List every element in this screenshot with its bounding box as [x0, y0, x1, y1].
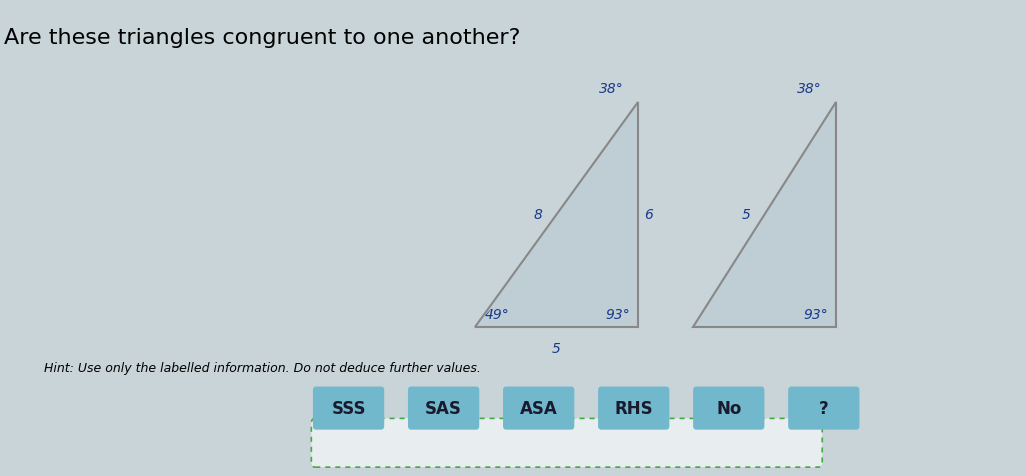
- Text: Hint: Use only the labelled information. Do not deduce further values.: Hint: Use only the labelled information.…: [44, 361, 480, 375]
- Polygon shape: [694, 102, 836, 327]
- Text: 93°: 93°: [605, 307, 630, 321]
- Text: ?: ?: [819, 399, 829, 417]
- Text: 5: 5: [741, 208, 750, 222]
- Text: No: No: [716, 399, 742, 417]
- FancyBboxPatch shape: [311, 418, 822, 467]
- FancyBboxPatch shape: [503, 387, 575, 430]
- Text: SAS: SAS: [425, 399, 462, 417]
- Text: ASA: ASA: [520, 399, 557, 417]
- Text: 38°: 38°: [598, 82, 624, 96]
- Text: 6: 6: [644, 208, 653, 222]
- Text: SSS: SSS: [331, 399, 366, 417]
- FancyBboxPatch shape: [313, 387, 384, 430]
- Text: Are these triangles congruent to one another?: Are these triangles congruent to one ano…: [4, 28, 520, 48]
- FancyBboxPatch shape: [408, 387, 479, 430]
- FancyBboxPatch shape: [694, 387, 764, 430]
- Text: 49°: 49°: [485, 307, 510, 321]
- Polygon shape: [475, 102, 638, 327]
- Text: 93°: 93°: [803, 307, 828, 321]
- Text: 5: 5: [552, 341, 561, 355]
- FancyBboxPatch shape: [598, 387, 669, 430]
- Text: 8: 8: [534, 208, 542, 222]
- Text: 38°: 38°: [796, 82, 822, 96]
- FancyBboxPatch shape: [788, 387, 860, 430]
- Text: RHS: RHS: [615, 399, 653, 417]
